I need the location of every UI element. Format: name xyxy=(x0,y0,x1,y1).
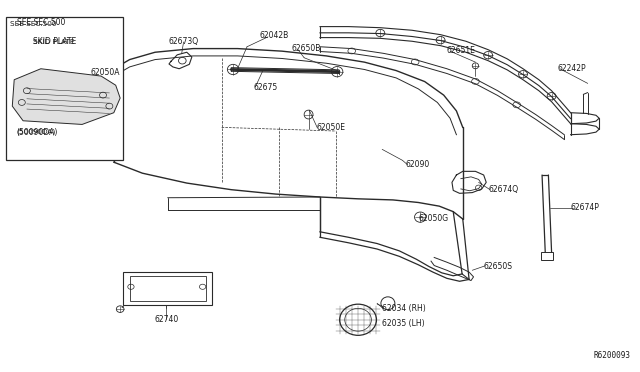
Text: 62740: 62740 xyxy=(154,315,179,324)
Text: 62651E: 62651E xyxy=(447,46,476,55)
Text: 62050A: 62050A xyxy=(90,68,120,77)
Text: SKID PLATE: SKID PLATE xyxy=(33,37,77,46)
Text: 62675: 62675 xyxy=(253,83,278,92)
Text: (50090DA): (50090DA) xyxy=(17,128,56,135)
Text: 62035 (LH): 62035 (LH) xyxy=(382,319,425,328)
Text: SEE SEC.500: SEE SEC.500 xyxy=(10,21,57,27)
Text: 62674P: 62674P xyxy=(571,203,600,212)
Text: SKID PLATE: SKID PLATE xyxy=(33,39,75,45)
FancyBboxPatch shape xyxy=(6,17,124,160)
Text: R6200093: R6200093 xyxy=(594,351,631,360)
FancyBboxPatch shape xyxy=(541,252,554,260)
Text: 62242P: 62242P xyxy=(558,64,586,73)
Text: 62042B: 62042B xyxy=(260,31,289,40)
Text: 62674Q: 62674Q xyxy=(488,185,518,194)
Text: 62650S: 62650S xyxy=(484,262,513,271)
Text: 62090: 62090 xyxy=(406,160,430,169)
Text: 62034 (RH): 62034 (RH) xyxy=(382,304,426,313)
Text: (50080H): (50080H) xyxy=(17,95,52,105)
Text: 62673Q: 62673Q xyxy=(168,37,198,46)
FancyBboxPatch shape xyxy=(124,272,212,305)
Text: 62650B: 62650B xyxy=(291,44,321,53)
Text: (50090DA): (50090DA) xyxy=(17,128,58,137)
Polygon shape xyxy=(12,69,120,125)
Text: 62050E: 62050E xyxy=(317,123,346,132)
Text: SEE SEC.500: SEE SEC.500 xyxy=(17,19,65,28)
Text: 62050G: 62050G xyxy=(419,215,449,224)
Text: (50080H): (50080H) xyxy=(17,96,51,102)
